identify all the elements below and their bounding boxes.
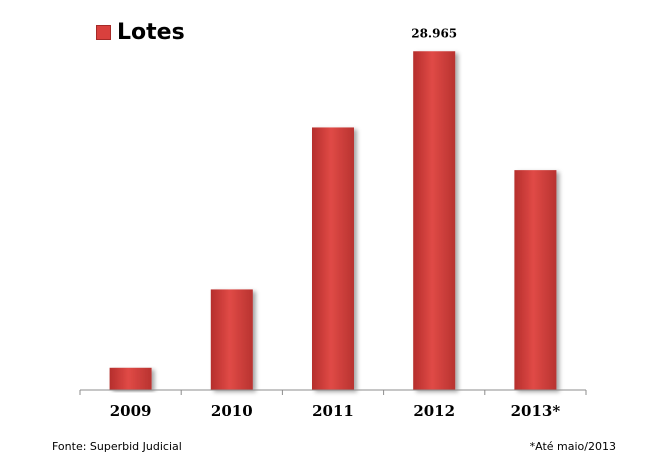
data-labels: 28.965 bbox=[411, 26, 457, 40]
x-tick-label: 2009 bbox=[110, 402, 152, 420]
x-tick-label: 2010 bbox=[211, 402, 253, 420]
x-tick-label: 2012 bbox=[413, 402, 455, 420]
legend-swatch bbox=[96, 25, 111, 40]
x-tick-label: 2011 bbox=[312, 402, 354, 420]
bar-2013 bbox=[514, 170, 557, 390]
bar-2010 bbox=[210, 289, 253, 390]
x-tick-labels: 2009 2010 2011 2012 2013* bbox=[79, 390, 587, 420]
legend: Lotes bbox=[96, 20, 185, 45]
x-tick-label: 2013* bbox=[511, 402, 561, 420]
source-note: Fonte: Superbid Judicial bbox=[52, 440, 182, 453]
data-label: 28.965 bbox=[411, 26, 457, 40]
footnote: *Até maio/2013 bbox=[529, 440, 616, 453]
bar-2012 bbox=[413, 51, 456, 391]
legend-label: Lotes bbox=[117, 20, 185, 45]
bars-group bbox=[109, 51, 557, 391]
bar-2011 bbox=[312, 127, 354, 390]
bar-2009 bbox=[109, 367, 152, 390]
